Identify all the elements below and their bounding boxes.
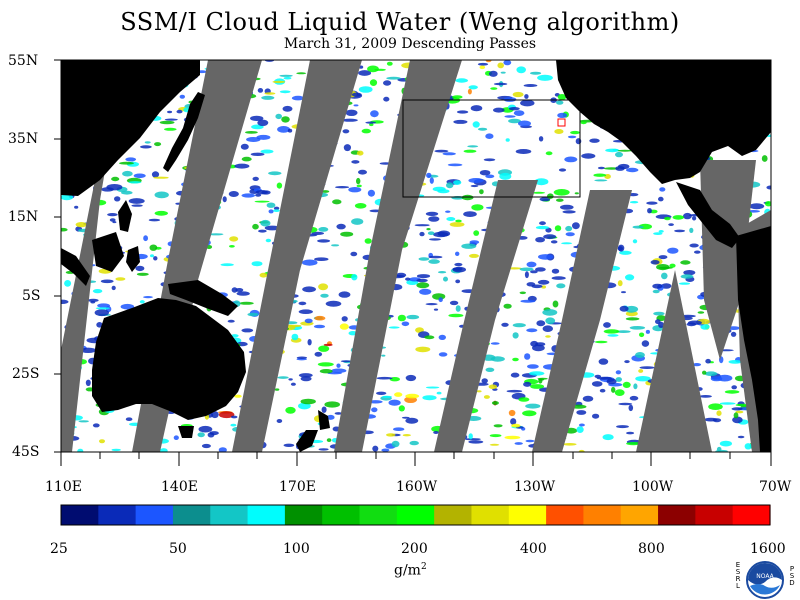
lat-label: 45S (12, 444, 40, 460)
land-borneo (92, 232, 124, 272)
colorbar-tick-label: 800 (638, 541, 665, 557)
lon-label: 110E (45, 479, 82, 495)
land-philippines (118, 200, 132, 232)
colorbar-segment (471, 505, 510, 525)
colorbar-frame (60, 504, 771, 526)
colorbar-tick-label: 200 (401, 541, 428, 557)
colorbar-segment (210, 505, 249, 525)
lon-ticks (60, 452, 772, 466)
land-new-zealand-south (296, 430, 318, 452)
land (61, 60, 771, 452)
land-south-america (736, 226, 771, 452)
land-tasmania (178, 426, 194, 438)
colorbar-segment (620, 505, 659, 525)
land-asia (61, 60, 200, 196)
swath-gap (700, 160, 756, 360)
lon-label: 130W (514, 479, 556, 495)
no-data-swaths (61, 60, 771, 452)
colorbar-segment (732, 505, 771, 525)
lat-label: 15N (8, 209, 39, 225)
swath-gap (636, 270, 712, 452)
lat-label: 25S (12, 366, 40, 382)
colorbar-segment (61, 505, 99, 525)
land-new-guinea (168, 280, 238, 316)
lon-label: 100W (632, 479, 674, 495)
swath-gap (334, 60, 462, 452)
colorbar-segment (98, 505, 137, 525)
swath-gap (434, 180, 538, 452)
colorbar-tick-label: 100 (283, 541, 310, 557)
lon-label: 140E (161, 479, 198, 495)
land-sulawesi (126, 246, 140, 272)
region-box (402, 99, 581, 198)
map-title: SSM/I Cloud Liquid Water (Weng algorithm… (120, 8, 680, 36)
colorbar-segment (434, 505, 473, 525)
land-new-zealand-north (318, 410, 330, 430)
swath-gap (232, 60, 362, 452)
lat-label: 55N (8, 53, 39, 69)
colorbar-segment (695, 505, 734, 525)
land-central-america (676, 182, 740, 248)
colorbar-segment (396, 505, 435, 525)
lat-label: 5S (22, 288, 41, 304)
colorbar (61, 505, 771, 525)
swath-gap (61, 60, 124, 452)
land-north-america (556, 60, 771, 184)
colorbar-segment (359, 505, 398, 525)
colorbar-segment (583, 505, 622, 525)
lon-label: 170E (279, 479, 316, 495)
colorbar-tick-label: 400 (520, 541, 547, 557)
colorbar-segment (508, 505, 547, 525)
land-japan (163, 92, 205, 172)
swath-gap (532, 190, 632, 452)
land-sumatra (61, 248, 90, 286)
lon-label: 160W (396, 479, 438, 495)
colorbar-segment (247, 505, 286, 525)
land-australia (92, 298, 246, 420)
map-subtitle: March 31, 2009 Descending Passes (283, 36, 537, 52)
colorbar-segment (658, 505, 696, 525)
map-frame (60, 59, 772, 453)
map-area (61, 60, 771, 452)
colorbar-segment (284, 505, 323, 525)
lon-label: 70W (759, 479, 792, 495)
colorbar-tick-label: 1600 (750, 541, 786, 557)
red-marker (557, 118, 566, 127)
colorbar-tick-label: 25 (50, 541, 68, 557)
lat-label: 35N (8, 131, 39, 147)
units-exponent: 2 (420, 562, 427, 572)
noaa-logo: NOAA (746, 561, 784, 599)
lat-ticks (54, 59, 61, 453)
svg-text:NOAA: NOAA (756, 573, 774, 580)
units-label: g/m2 (394, 562, 427, 579)
units-base: g/m (394, 562, 421, 579)
colorbar-segment (172, 505, 211, 525)
colorbar-segment (322, 505, 361, 525)
colorbar-segment (546, 505, 585, 525)
colorbar-tick-label: 50 (169, 541, 187, 557)
colorbar-segment (135, 505, 174, 525)
